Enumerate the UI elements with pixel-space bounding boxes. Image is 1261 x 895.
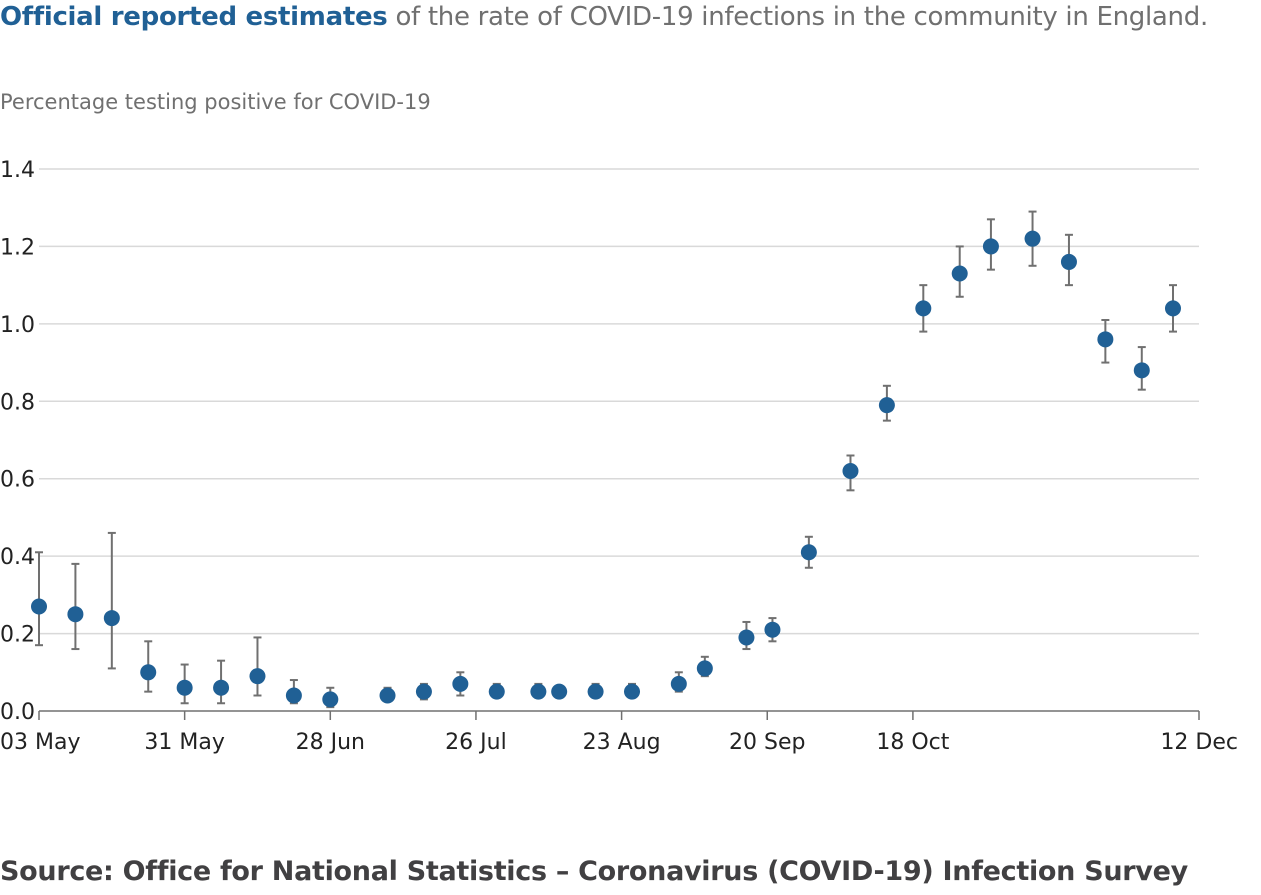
source-note: Source: Office for National Statistics –… (0, 856, 1188, 887)
data-point (800, 544, 817, 561)
data-point (982, 238, 999, 255)
data-point (31, 598, 47, 615)
data-points (31, 230, 1181, 708)
y-tick-label: 0.4 (0, 545, 35, 570)
data-point (140, 664, 157, 681)
data-point (764, 621, 781, 638)
y-tick-label: 0.8 (0, 390, 35, 415)
y-tick-label: 1.2 (0, 235, 35, 260)
data-point (249, 668, 266, 685)
data-point (103, 610, 120, 627)
data-point (488, 683, 505, 700)
data-point (1164, 300, 1181, 317)
data-point (67, 606, 84, 623)
data-point (951, 265, 968, 282)
y-tick-label: 0.6 (0, 468, 35, 493)
x-tick-label: 18 Oct (876, 730, 949, 755)
x-tick-label: 20 Sep (729, 730, 805, 755)
x-tick-label: 28 Jun (296, 730, 365, 755)
data-point (1097, 331, 1114, 348)
data-point (842, 462, 859, 479)
x-tick-label: 31 May (144, 730, 224, 755)
scatter-chart: 0.0 0.2 0.4 0.6 0.8 1.0 1.2 1.4 03 May 31 May 28 … (0, 158, 1238, 755)
x-tick-label: 03 May (0, 730, 80, 755)
data-point (452, 675, 469, 692)
data-point (696, 660, 713, 677)
data-point (670, 675, 687, 692)
chart-title-rest: of the rate of COVID-19 infections in th… (387, 2, 1208, 32)
data-point (915, 300, 932, 317)
data-point (415, 683, 432, 700)
data-point (379, 687, 396, 704)
data-point (322, 691, 339, 708)
y-tick-label: 0.2 (0, 623, 35, 648)
data-point (551, 683, 568, 700)
y-axis-label: Percentage testing positive for COVID-19 (0, 90, 431, 114)
x-tick-label: 26 Jul (445, 730, 507, 755)
data-point (213, 679, 230, 696)
chart-title: Official reported estimates of the rate … (0, 0, 1261, 34)
x-axis-ticks: 03 May 31 May 28 Jun 26 Jul 23 Aug 20 Sep 18 O… (0, 711, 1238, 755)
data-point (738, 629, 755, 646)
y-tick-label: 0.0 (0, 700, 35, 725)
y-tick-label: 1.4 (0, 158, 35, 183)
data-point (1060, 253, 1077, 270)
data-point (176, 679, 193, 696)
data-point (1133, 362, 1150, 379)
data-point (878, 397, 895, 414)
data-point (530, 683, 547, 700)
y-axis-ticks: 0.0 0.2 0.4 0.6 0.8 1.0 1.2 1.4 (0, 158, 35, 725)
x-tick-label: 23 Aug (583, 730, 661, 755)
y-tick-label: 1.0 (0, 313, 35, 338)
data-point (624, 683, 641, 700)
data-point (285, 687, 302, 704)
x-tick-label: 12 Dec (1160, 730, 1238, 755)
data-point (1024, 230, 1041, 247)
error-bars (35, 210, 1177, 709)
grid-lines (39, 168, 1199, 635)
data-point (587, 683, 604, 700)
chart-title-bold: Official reported estimates (0, 2, 388, 32)
